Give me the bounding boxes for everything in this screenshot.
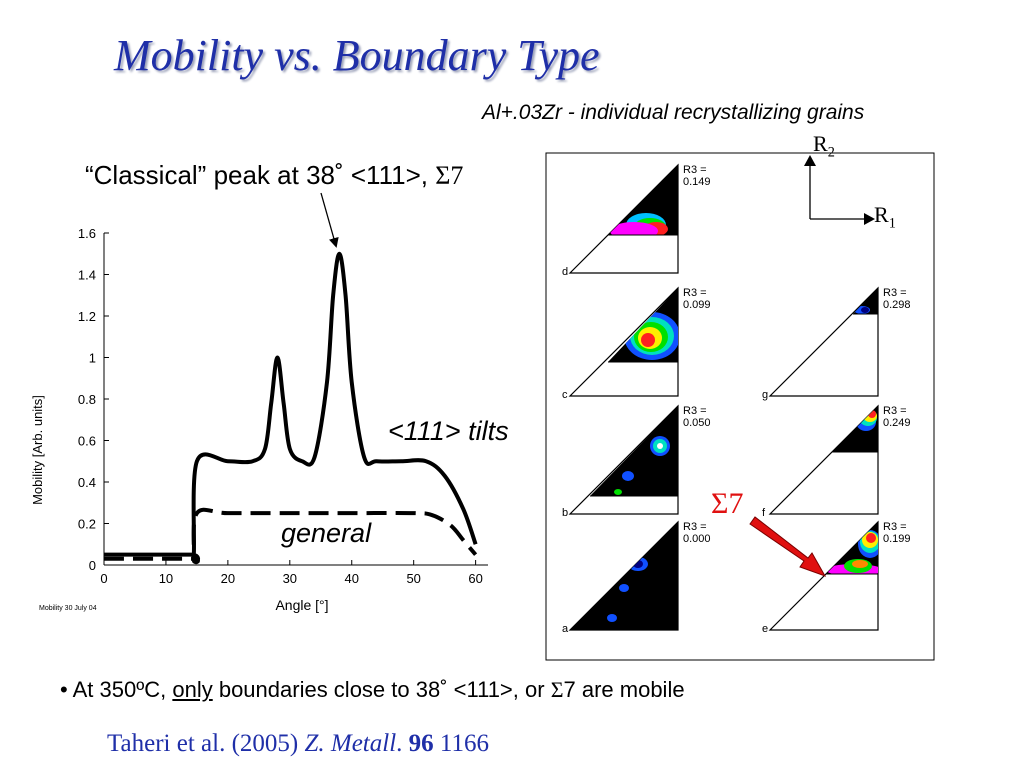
r3-label: R3 =	[883, 521, 907, 533]
y-tick-label: 0.8	[78, 392, 96, 407]
x-tick-label: 30	[283, 571, 297, 586]
r3-label: R3 =	[883, 287, 907, 299]
sigma7-arrow	[749, 516, 827, 577]
contour-blob	[607, 614, 617, 622]
chart-axes: 0 10 20 30 40 50 60 0 0.2 0.4 0.6 0.8 1 1.2 1.4 1.6	[78, 226, 488, 586]
slide-title: Mobility vs. Boundary Type	[114, 31, 600, 80]
map-letter: b	[562, 507, 568, 519]
slide-subtitle: Al+.03Zr - individual recrystallizing gr…	[482, 101, 865, 124]
y-tick-label: 0.6	[78, 434, 96, 449]
contour-blob	[861, 307, 869, 313]
peak-annotation-text: “Classical” peak at 38˚ <111>,	[85, 160, 436, 190]
r3-label: R3 =	[683, 521, 707, 533]
r3-label: R3 =	[683, 164, 707, 176]
chart-footnote: Mobility 30 July 04	[39, 605, 97, 612]
x-tick-label: 40	[345, 571, 359, 586]
peak-annotation: “Classical” peak at 38˚ <111>, Σ7	[85, 160, 463, 191]
mobility-chart: 0 10 20 30 40 50 60 0 0.2 0.4 0.6 0.8 1 1.2 1.4 1.6 Ang…	[30, 226, 488, 613]
y-tick-label: 0.2	[78, 517, 96, 532]
y-tick-label: 0.4	[78, 475, 96, 490]
orientation-map-c: R3 =0.099 c	[562, 286, 711, 401]
r3-label: R3 =	[683, 405, 707, 417]
y-tick-label: 1	[89, 351, 96, 366]
y-axis-label: Mobility [Arb. units]	[30, 395, 45, 505]
map-letter: g	[762, 389, 768, 401]
contour-blob	[866, 533, 876, 543]
y-tick-label: 0	[89, 558, 96, 573]
x-tick-label: 10	[159, 571, 173, 586]
contour-blob	[657, 443, 663, 449]
map-letter: d	[562, 266, 568, 278]
sigma7-label: Σ7	[711, 487, 744, 520]
stereographic-triangle	[768, 286, 879, 397]
conclusion-bullet: • At 350ºC, only boundaries close to 38˚…	[60, 677, 685, 702]
x-axis-label: Angle [°]	[275, 597, 328, 613]
x-tick-label: 60	[468, 571, 482, 586]
contour-blob	[614, 489, 622, 495]
r3-value: 0.050	[683, 417, 711, 429]
data-region	[570, 522, 678, 630]
y-tick-label: 1.4	[78, 268, 96, 283]
r3-label: R3 =	[883, 405, 907, 417]
r1-label: R1	[874, 202, 896, 232]
data-region	[590, 406, 678, 496]
contour-blob	[641, 333, 655, 347]
r3-value: 0.099	[683, 299, 711, 311]
map-letter: e	[762, 623, 768, 635]
contour-blob	[610, 222, 658, 235]
general-series-label: general	[281, 518, 372, 548]
map-letter: c	[562, 389, 568, 401]
r3-value: 0.249	[883, 417, 911, 429]
r3-value: 0.199	[883, 533, 911, 545]
y-tick-label: 1.2	[78, 309, 96, 324]
chart-series	[103, 251, 478, 565]
series-line-general	[104, 507, 478, 565]
orientation-map-f: R3 =0.249 f	[762, 404, 911, 519]
x-tick-label: 50	[406, 571, 420, 586]
x-tick-label: 0	[100, 571, 107, 586]
r2-label: R2	[813, 131, 835, 161]
citation: Taheri et al. (2005) Z. Metall. 96 1166	[107, 730, 489, 757]
orientation-map-d: R3 =0.149 d	[562, 163, 711, 278]
orientation-map-b: R3 =0.050 b	[562, 404, 711, 519]
orientation-map-g: R3 =0.298 g	[762, 286, 911, 401]
r-axes-indicator	[804, 155, 875, 225]
y-tick-label: 1.6	[78, 226, 96, 241]
series-line-111-tilts	[103, 251, 478, 564]
peak-annotation-sigma: Σ7	[435, 161, 464, 190]
map-letter: a	[562, 623, 569, 635]
contour-blob	[619, 584, 629, 592]
contour-blob	[622, 471, 634, 481]
tilts-series-label: <111> tilts	[388, 416, 509, 446]
map-letter: f	[762, 507, 766, 519]
r3-value: 0.149	[683, 176, 711, 188]
x-tick-label: 20	[221, 571, 235, 586]
contour-blob	[852, 560, 868, 568]
r3-value: 0.298	[883, 299, 911, 311]
r3-value: 0.000	[683, 533, 711, 545]
r3-label: R3 =	[683, 287, 707, 299]
